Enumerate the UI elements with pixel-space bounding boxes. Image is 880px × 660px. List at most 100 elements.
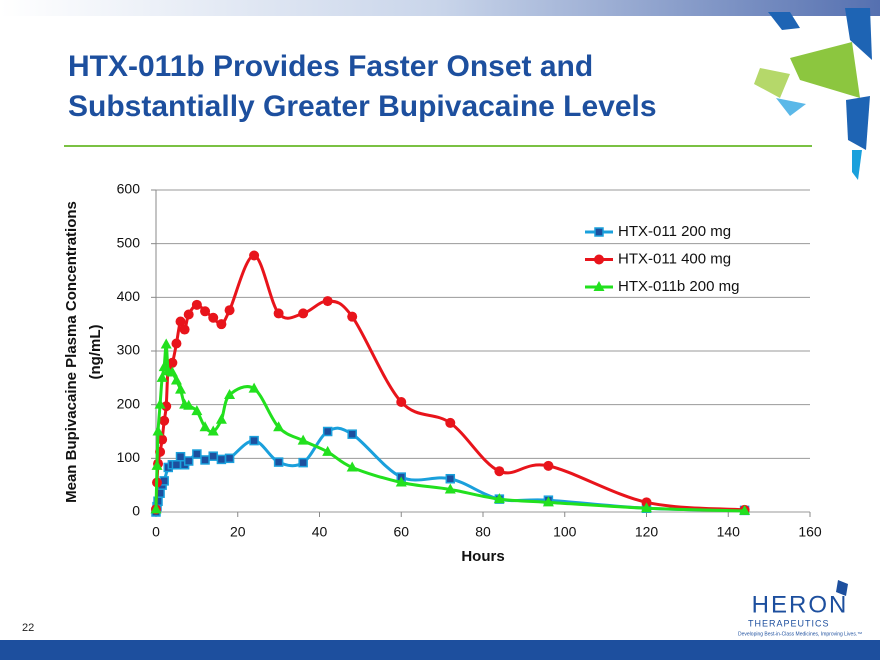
marker xyxy=(249,250,260,261)
marker xyxy=(542,496,554,507)
marker xyxy=(346,461,358,472)
x-tick-label: 40 xyxy=(312,524,328,540)
marker xyxy=(152,425,164,436)
y-tick-label: 100 xyxy=(117,449,141,465)
bottom-band xyxy=(0,640,880,660)
marker xyxy=(183,456,194,466)
logo-tagline: Developing Best-in-Class Medicines, Impr… xyxy=(738,631,862,637)
x-tick-label: 100 xyxy=(553,524,577,540)
x-tick-label: 20 xyxy=(230,524,246,540)
legend-label: HTX-011b 200 mg xyxy=(618,278,739,295)
y-tick-label: 400 xyxy=(117,288,141,304)
marker xyxy=(224,305,235,316)
marker xyxy=(347,311,358,322)
marker xyxy=(273,457,284,467)
logo: HERON THERAPEUTICS Developing Best-in-Cl… xyxy=(738,580,862,637)
legend-marker xyxy=(593,281,605,291)
marker xyxy=(396,396,407,407)
legend-label: HTX-011 200 mg xyxy=(618,223,731,240)
marker xyxy=(175,451,186,462)
legend-marker xyxy=(594,254,604,265)
marker xyxy=(159,415,170,426)
marker xyxy=(199,421,211,432)
x-tick-label: 60 xyxy=(393,524,409,540)
marker xyxy=(395,476,407,487)
title-line: HTX-011b Provides Faster Onset and xyxy=(68,50,593,83)
title-line: Substantially Greater Bupivacaine Levels xyxy=(68,90,657,123)
marker xyxy=(322,296,333,307)
marker xyxy=(298,308,309,319)
marker xyxy=(179,324,190,335)
y-tick-label: 200 xyxy=(117,395,141,411)
y-axis-label: Mean Bupivacaine Plasma Concentrations xyxy=(63,201,80,503)
marker xyxy=(167,357,178,368)
marker xyxy=(739,504,751,515)
marker xyxy=(175,383,187,394)
marker xyxy=(207,425,219,436)
top-band xyxy=(0,0,880,16)
marker xyxy=(192,449,202,459)
y-tick-label: 300 xyxy=(117,342,141,358)
x-tick-label: 80 xyxy=(475,524,491,540)
marker xyxy=(183,309,194,320)
x-tick-label: 120 xyxy=(635,524,659,540)
marker xyxy=(249,435,259,446)
decoration xyxy=(754,8,872,180)
x-tick-label: 0 xyxy=(152,524,160,540)
marker xyxy=(157,434,168,445)
marker xyxy=(224,389,236,400)
marker xyxy=(322,426,333,437)
marker xyxy=(216,454,227,465)
logo-name: HERON xyxy=(752,591,849,618)
y-tick-label: 0 xyxy=(132,503,140,519)
marker xyxy=(444,483,456,494)
marker xyxy=(445,473,456,484)
marker xyxy=(641,502,652,513)
marker xyxy=(543,460,554,471)
legend-label: HTX-011 400 mg xyxy=(618,250,731,267)
y-axis-label: (ng/mL) xyxy=(87,325,104,380)
marker xyxy=(347,429,357,439)
marker xyxy=(208,451,218,461)
marker xyxy=(248,382,260,393)
marker xyxy=(156,371,168,382)
marker xyxy=(191,299,202,310)
marker xyxy=(273,421,285,432)
x-tick-label: 140 xyxy=(717,524,741,540)
legend-marker xyxy=(594,227,604,237)
marker xyxy=(445,417,456,428)
marker xyxy=(160,338,172,349)
marker xyxy=(183,399,195,410)
x-tick-label: 160 xyxy=(798,524,822,540)
marker xyxy=(297,434,309,445)
marker xyxy=(273,308,284,319)
marker xyxy=(151,459,163,470)
marker xyxy=(166,366,178,377)
marker xyxy=(216,319,227,330)
marker xyxy=(494,466,505,477)
y-tick-label: 600 xyxy=(117,181,141,197)
marker xyxy=(170,374,182,385)
marker xyxy=(175,316,186,327)
marker xyxy=(161,401,172,412)
marker xyxy=(200,455,210,465)
marker xyxy=(493,493,505,504)
chart: 0 100 200 300 400 500 600 0 20 40 60 80 100 120 140 160… xyxy=(63,181,822,565)
marker xyxy=(298,457,308,468)
page-number: 22 xyxy=(22,622,34,634)
marker xyxy=(150,503,162,514)
y-tick-label: 500 xyxy=(117,234,141,250)
marker xyxy=(191,405,203,416)
marker xyxy=(200,306,211,317)
marker xyxy=(215,413,227,424)
marker xyxy=(224,453,235,464)
marker xyxy=(171,338,182,349)
marker xyxy=(208,312,219,323)
x-axis-label: Hours xyxy=(461,548,504,565)
series-line xyxy=(154,426,745,513)
marker xyxy=(171,460,182,470)
logo-sub: THERAPEUTICS xyxy=(748,618,830,628)
marker xyxy=(154,398,166,409)
marker xyxy=(322,445,334,456)
